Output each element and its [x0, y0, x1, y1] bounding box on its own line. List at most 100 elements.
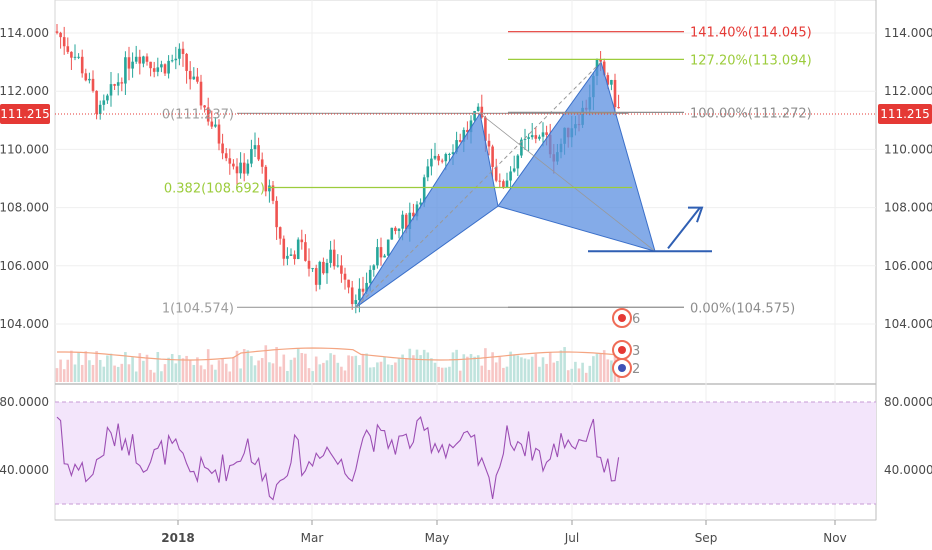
- volume-bar: [113, 365, 116, 382]
- volume-bar: [275, 347, 278, 382]
- candle-body: [610, 79, 613, 85]
- volume-bar: [476, 355, 480, 382]
- candle-body: [286, 255, 289, 259]
- candle-body: [109, 84, 113, 96]
- y-tick-label-left: 114.000: [0, 26, 49, 40]
- volume-bar: [498, 357, 502, 382]
- volume-bar: [196, 357, 199, 382]
- candle-body: [113, 84, 116, 86]
- volume-bar: [124, 352, 127, 382]
- volume-bar: [181, 358, 185, 382]
- candle-body: [376, 247, 379, 266]
- candle-body: [278, 227, 282, 239]
- candle-body: [185, 53, 188, 71]
- candle-body: [541, 132, 545, 137]
- candle-body: [167, 60, 170, 74]
- volume-bar: [268, 362, 271, 382]
- volume-bar: [487, 369, 491, 382]
- y-tick-label-right: 108.000: [884, 201, 932, 215]
- candle-body: [127, 57, 131, 69]
- x-tick-label: Sep: [695, 531, 718, 545]
- volume-bar: [386, 364, 390, 382]
- volume-bar: [610, 360, 613, 382]
- volume-bar: [106, 355, 109, 382]
- candle-body: [253, 145, 257, 150]
- volume-bar: [188, 360, 192, 382]
- volume-bar: [257, 360, 260, 382]
- candle-body: [502, 181, 505, 188]
- volume-bar: [185, 355, 188, 382]
- candle-body: [358, 288, 361, 301]
- candle-body: [156, 67, 160, 72]
- volume-bar: [160, 371, 163, 382]
- candle-body: [188, 70, 192, 80]
- volume-bar: [278, 366, 282, 382]
- candle-body: [152, 68, 156, 72]
- volume-bar: [163, 364, 167, 382]
- candle-body: [498, 180, 502, 182]
- candle-body: [505, 180, 509, 188]
- volume-bar: [448, 366, 451, 382]
- candle-body: [408, 212, 412, 230]
- volume-bar: [563, 347, 566, 382]
- volume-bar: [311, 371, 314, 382]
- candle-body: [476, 106, 480, 112]
- candle-body: [318, 261, 322, 285]
- candle-body: [275, 200, 278, 228]
- candle-body: [599, 59, 602, 62]
- volume-bar: [80, 364, 84, 382]
- candle-body: [512, 168, 516, 172]
- candle-body: [538, 136, 541, 139]
- candle-body: [124, 57, 127, 84]
- candle-body: [235, 166, 239, 174]
- candle-body: [325, 262, 329, 274]
- event-badge-count: 3: [632, 344, 640, 359]
- volume-bar: [127, 364, 131, 382]
- volume-ma-line: [57, 347, 618, 361]
- candle-body: [426, 166, 430, 178]
- volume-bar: [214, 369, 217, 382]
- volume-bar: [494, 362, 498, 382]
- volume-bar: [286, 370, 289, 382]
- volume-bar: [336, 362, 340, 382]
- volume-bar: [88, 360, 91, 382]
- volume-bar: [307, 368, 311, 382]
- volume-bar: [527, 359, 530, 382]
- candle-body: [509, 171, 512, 181]
- volume-bar: [142, 360, 145, 382]
- event-badge-count: 2: [632, 362, 640, 377]
- volume-bar: [491, 352, 494, 382]
- candle-body: [296, 239, 300, 260]
- volume-bar: [325, 360, 329, 382]
- volume-bar: [210, 364, 214, 382]
- candle-body: [394, 227, 397, 232]
- volume-bar: [228, 371, 232, 382]
- volume-bar: [55, 368, 59, 382]
- volume-bar: [145, 354, 149, 382]
- volume-bar: [314, 356, 318, 382]
- rsi-tick-label-left: 80.0000: [0, 395, 49, 409]
- candle-body: [462, 129, 466, 142]
- volume-bar: [584, 372, 588, 382]
- volume-bar: [581, 362, 584, 382]
- candle-body: [365, 282, 368, 292]
- candle-body: [404, 214, 408, 230]
- volume-bar: [116, 366, 120, 382]
- volume-bar: [376, 362, 379, 382]
- candle-body: [487, 140, 491, 147]
- price-tag-right-text: 111.215: [880, 107, 930, 121]
- volume-bar: [566, 370, 570, 382]
- candle-body: [77, 56, 80, 58]
- candle-body: [602, 61, 606, 76]
- rsi-band: [55, 402, 876, 504]
- candle-body: [617, 107, 620, 109]
- candle-body: [88, 78, 91, 81]
- candle-body: [336, 265, 340, 267]
- extension-label: 141.40%(114.045): [690, 26, 812, 41]
- fib-label: 1(104.574): [162, 301, 234, 316]
- extension-label: 100.00%(111.272): [690, 106, 812, 121]
- candle-body: [307, 260, 311, 269]
- rsi-tick-label-left: 40.0000: [0, 463, 49, 477]
